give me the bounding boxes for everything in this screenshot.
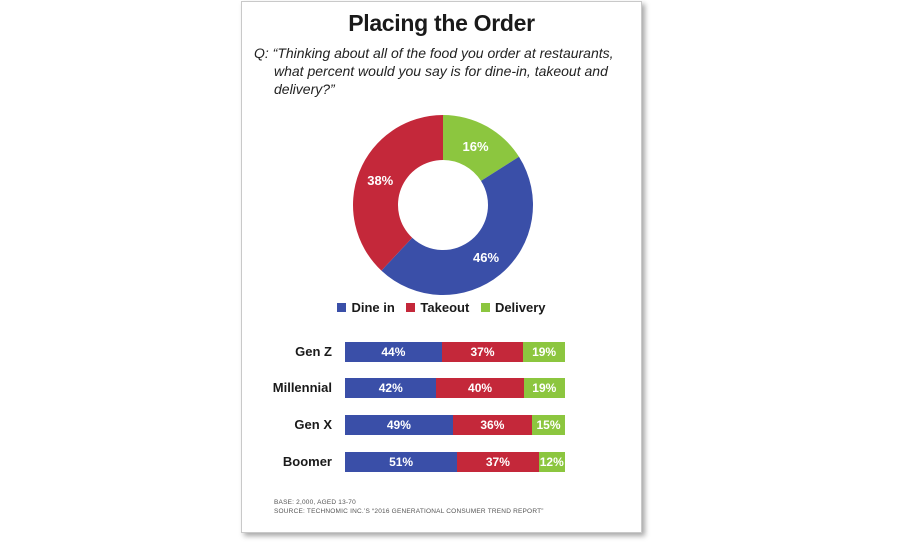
bar-segment-millennial-delivery: 19%: [523, 378, 565, 398]
legend-swatch-delivery: [480, 303, 490, 312]
legend-swatch-dine-in: [337, 303, 347, 312]
bar-segment-millennial-takeout: 40%: [436, 378, 524, 398]
bar-segment-gen-x-takeout: 36%: [452, 415, 532, 435]
donut-chart: 16% 46% 38%: [353, 115, 533, 296]
legend-item-delivery: Delivery: [480, 300, 546, 315]
bar-segment-gen-x-dine-in: 49%: [345, 415, 453, 435]
chart-card: Placing the Order Q: “Thinking about all…: [241, 1, 642, 533]
donut-slice-takeout: [353, 115, 443, 271]
bar-segment-boomer-delivery: 12%: [538, 452, 565, 472]
question-line-2: what percent would you say is for dine-i…: [274, 63, 608, 97]
donut-slice-dine-in: [381, 156, 533, 296]
bar-track-gen-z: 44% 37% 19%: [345, 342, 565, 362]
bar-label-millennial: Millennial: [272, 380, 332, 395]
chart-title: Placing the Order: [348, 10, 535, 36]
legend-item-dine-in: Dine in: [337, 300, 395, 315]
bar-label-gen-z: Gen Z: [295, 344, 332, 359]
bar-segment-gen-z-dine-in: 44%: [345, 342, 442, 362]
bar-row-millennial: Millennial 42% 40% 19%: [242, 378, 641, 398]
bar-track-gen-x: 49% 36% 15%: [345, 415, 565, 435]
donut-label-takeout: 38%: [367, 173, 393, 188]
bar-track-boomer: 51% 37% 12%: [345, 452, 565, 472]
legend-label-takeout: Takeout: [420, 300, 470, 315]
legend: Dine in Takeout Delivery: [242, 300, 641, 315]
footnote-source: SOURCE: TECHNOMIC INC.’S “2016 GENERATIO…: [274, 508, 544, 515]
stacked-bar-chart: Gen Z 44% 37% 19% Millennial 42% 40% 19% Gen X 49…: [242, 332, 641, 482]
legend-label-delivery: Delivery: [494, 300, 546, 315]
bar-segment-boomer-takeout: 37%: [457, 452, 539, 472]
legend-item-takeout: Takeout: [406, 300, 469, 315]
bar-row-gen-x: Gen X 49% 36% 15%: [242, 415, 641, 435]
bar-label-boomer: Boomer: [282, 454, 332, 469]
donut-label-delivery: 16%: [463, 139, 489, 154]
donut-slice-delivery: [443, 115, 519, 181]
legend-label-dine-in: Dine in: [351, 300, 395, 315]
survey-question: Q: “Thinking about all of the food you o…: [254, 44, 634, 98]
bar-segment-gen-z-delivery: 19%: [523, 342, 565, 362]
legend-swatch-takeout: [406, 303, 416, 312]
footnote: BASE: 2,000, AGED 13-70 SOURCE: TECHNOMI…: [274, 498, 544, 516]
bar-segment-boomer-dine-in: 51%: [345, 452, 458, 472]
donut-label-dine-in: 46%: [473, 250, 499, 265]
bar-segment-millennial-dine-in: 42%: [345, 378, 437, 398]
footnote-base: BASE: 2,000, AGED 13-70: [274, 499, 356, 506]
bar-segment-gen-x-delivery: 15%: [531, 415, 565, 435]
bar-track-millennial: 42% 40% 19%: [345, 378, 565, 398]
bar-segment-gen-z-takeout: 37%: [441, 342, 524, 362]
bar-row-gen-z: Gen Z 44% 37% 19%: [242, 342, 641, 362]
bar-label-gen-x: Gen X: [294, 417, 332, 432]
question-line-1: Q: “Thinking about all of the food you o…: [254, 45, 614, 61]
bar-row-boomer: Boomer 51% 37% 12%: [242, 452, 641, 472]
